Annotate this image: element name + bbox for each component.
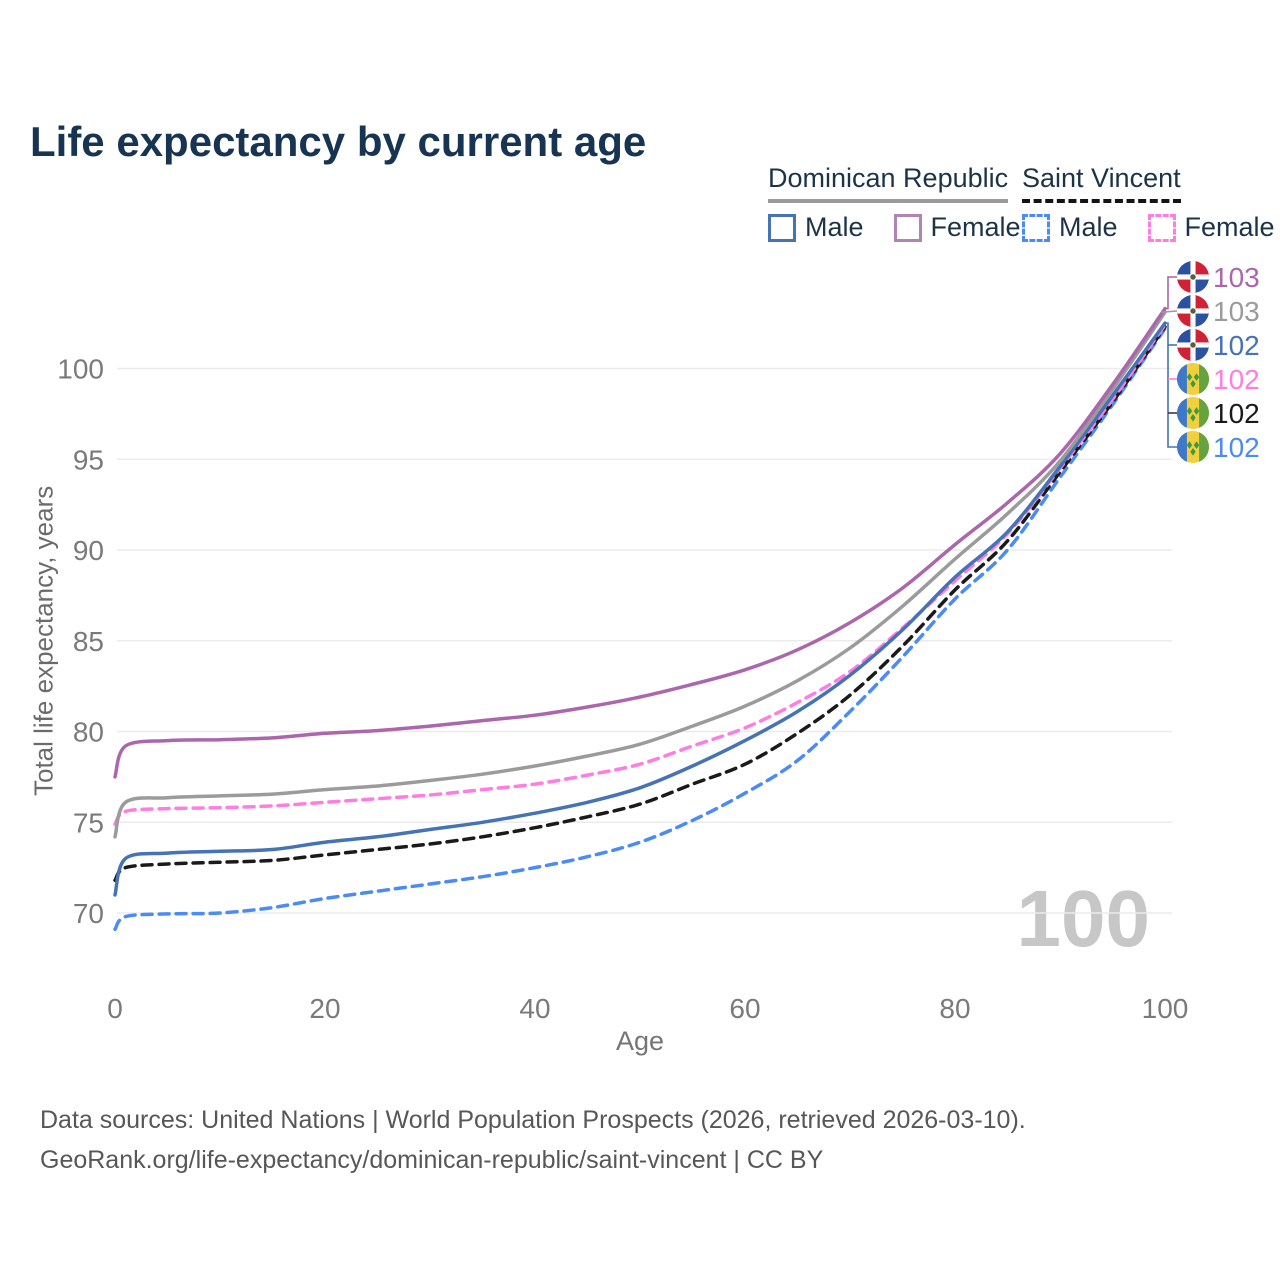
x-tick-label: 60 [729,993,760,1024]
y-tick-label: 80 [73,717,104,748]
x-tick-label: 20 [309,993,340,1024]
series-line-sv-total[interactable] [113,325,1167,883]
series-end-value-dr-total: 103 [1213,296,1260,327]
leader-line [1165,322,1177,448]
series-line-sv-female[interactable] [113,323,1167,826]
series-line-sv-male[interactable] [113,326,1167,932]
series-line-dr-female[interactable] [113,306,1167,779]
leader-line [1165,276,1177,310]
legend-item-dr-female[interactable]: Female [893,212,1021,243]
legend-item-label: Male [805,212,864,242]
x-tick-label: 40 [519,993,550,1024]
legend-item-sv-female[interactable]: Female [1147,212,1275,243]
series-end-value-dr-female: 103 [1213,262,1260,293]
dominican-republic-flag-icon [1177,329,1209,361]
series-end-value-sv-male: 102 [1213,432,1260,463]
attribution-link[interactable]: GeoRank.org/life-expectancy/dominican-re… [40,1146,824,1174]
x-axis-title: Age [615,1026,665,1056]
sv-female-swatch-icon [1147,213,1176,242]
dr-male-swatch-icon [768,213,796,242]
y-tick-label: 95 [73,444,104,475]
sv-male-swatch-icon [1022,213,1050,242]
page-title: Life expectancy by current age [30,118,647,166]
x-tick-label: 0 [107,993,123,1024]
legend-item-sv-male[interactable]: Male [1022,212,1118,243]
age-counter-watermark: 100 [1016,874,1150,963]
y-tick-label: 85 [73,626,104,657]
x-tick-label: 100 [1142,993,1189,1024]
x-tick-label: 80 [939,993,970,1024]
legend-group-label-saint-vincent[interactable]: Saint Vincent [1022,163,1181,203]
y-tick-label: 90 [73,535,104,566]
dominican-republic-flag-icon [1177,261,1209,293]
legend-item-dr-male[interactable]: Male [768,212,864,243]
saint-vincent-flag-icon [1177,397,1209,429]
y-axis-title: Total life expectancy, years [28,485,59,796]
legend-item-label: Male [1059,212,1118,242]
legend-group-saint-vincent: Saint Vincent Male Female [1022,163,1275,243]
y-tick-label: 75 [73,807,104,838]
series-line-dr-total[interactable] [113,310,1167,839]
legend-item-label: Female [930,212,1021,242]
series-end-value-sv-female: 102 [1213,364,1260,395]
series-line-dr-male[interactable] [113,321,1167,897]
legend-group-label-dominican-republic[interactable]: Dominican Republic [768,163,1009,203]
series-end-value-dr-male: 102 [1213,330,1260,361]
series-end-value-sv-total: 102 [1213,398,1260,429]
saint-vincent-flag-icon [1177,431,1209,463]
data-source-note: Data sources: United Nations | World Pop… [40,1106,1026,1134]
dominican-republic-flag-icon [1177,295,1209,327]
dr-female-swatch-icon [893,213,922,242]
legend-item-label: Female [1184,212,1275,242]
legend-group-dominican-republic: Dominican Republic Male Female [768,163,1021,243]
y-tick-label: 100 [57,354,104,385]
leader-line [1160,310,1178,314]
saint-vincent-flag-icon [1177,363,1209,395]
y-tick-label: 70 [73,898,104,929]
